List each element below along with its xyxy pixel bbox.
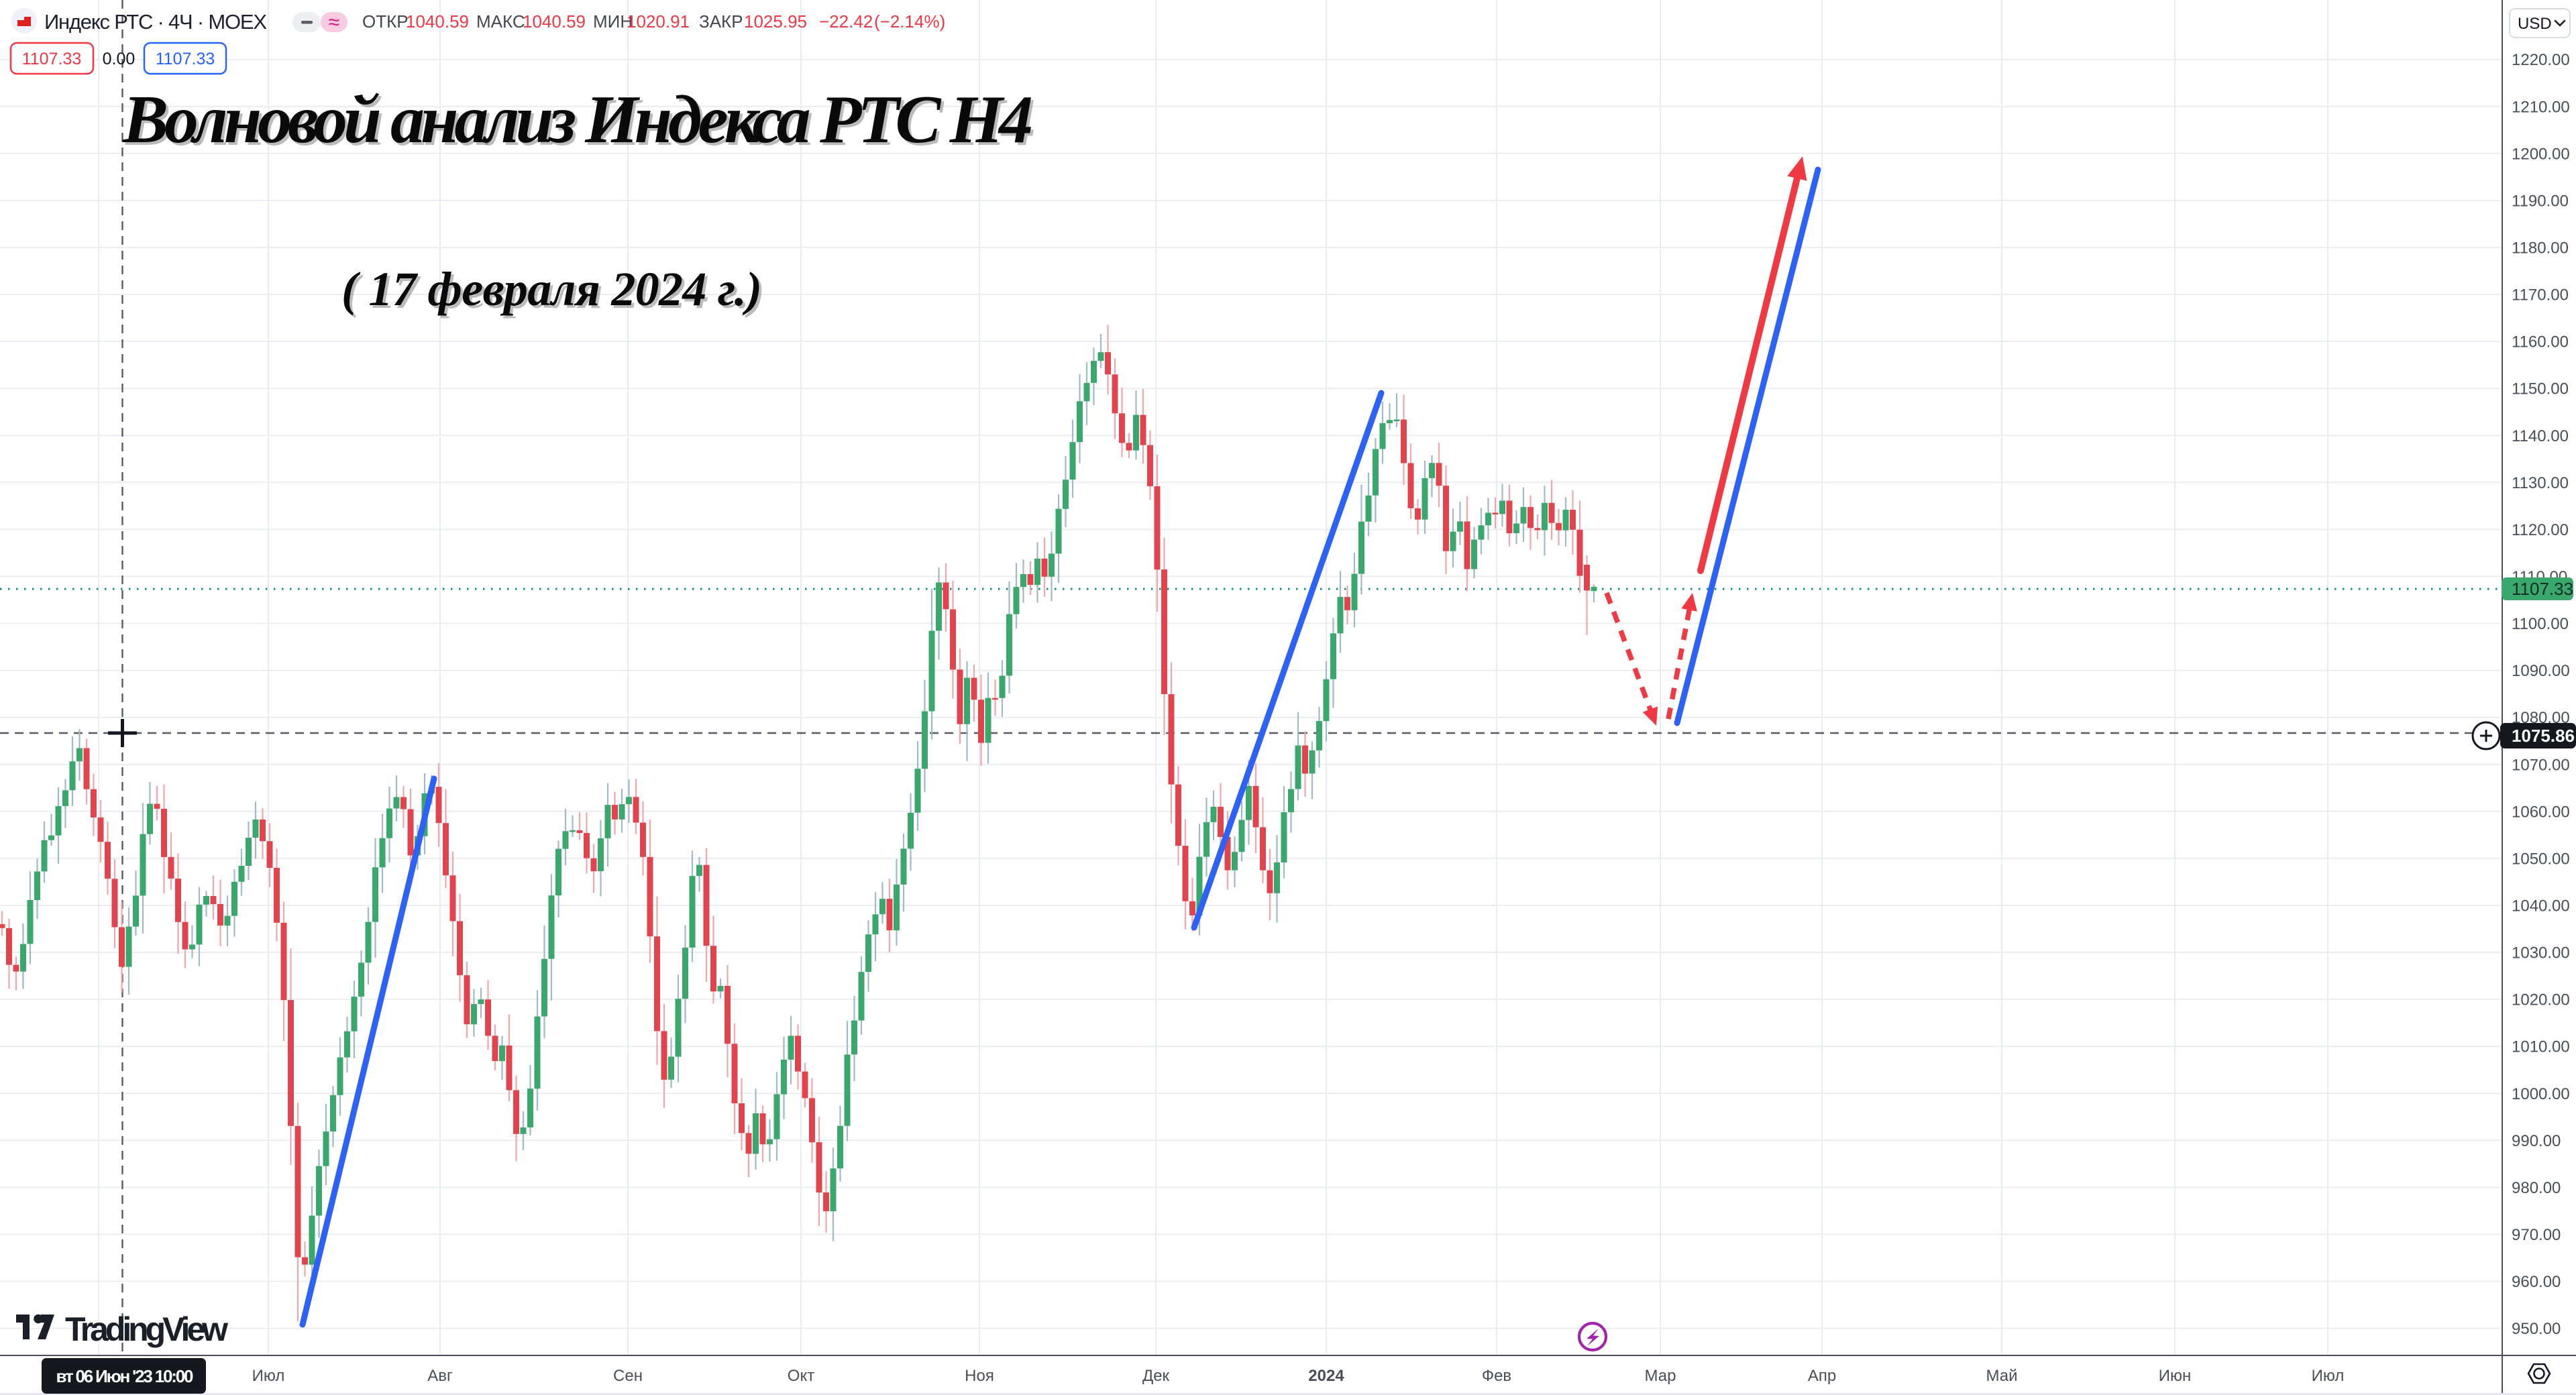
svg-text:990.00: 990.00 — [2512, 1132, 2561, 1150]
svg-text:TradingView: TradingView — [65, 1310, 228, 1348]
svg-text:(−2.14%): (−2.14%) — [874, 11, 945, 32]
svg-text:1025.95: 1025.95 — [744, 11, 807, 32]
svg-text:Волновой анализ Индекса РТС Н4: Волновой анализ Индекса РТС Н4 — [125, 85, 1036, 160]
svg-text:1150.00: 1150.00 — [2512, 380, 2569, 398]
svg-text:Май: Май — [1986, 1367, 2017, 1385]
svg-text:1090.00: 1090.00 — [2512, 662, 2570, 680]
svg-text:ОТКР: ОТКР — [362, 11, 409, 32]
svg-text:1140.00: 1140.00 — [2512, 427, 2569, 445]
svg-text:Фев: Фев — [1482, 1367, 1511, 1385]
svg-text:1120.00: 1120.00 — [2512, 521, 2569, 539]
svg-text:Ноя: Ноя — [965, 1367, 994, 1385]
svg-text:Июл: Июл — [2312, 1367, 2345, 1385]
svg-text:1107.33: 1107.33 — [2512, 579, 2573, 599]
svg-text:Июл: Июл — [252, 1367, 285, 1385]
svg-text:1107.33: 1107.33 — [156, 50, 215, 68]
svg-text:1160.00: 1160.00 — [2512, 333, 2569, 351]
svg-text:Апр: Апр — [1808, 1367, 1836, 1385]
svg-text:1040.00: 1040.00 — [2512, 897, 2570, 915]
svg-text:МАКС: МАКС — [476, 11, 525, 32]
svg-text:1070.00: 1070.00 — [2512, 756, 2570, 774]
svg-text:Индекс РТС · 4Ч · MOEX: Индекс РТС · 4Ч · MOEX — [44, 10, 267, 34]
svg-text:−22.42: −22.42 — [819, 11, 873, 32]
svg-text:1130.00: 1130.00 — [2512, 474, 2569, 492]
svg-text:2024: 2024 — [1308, 1367, 1344, 1385]
svg-text:1220.00: 1220.00 — [2512, 51, 2570, 69]
svg-text:Волновой анализ Индекса РТС Н4: Волновой анализ Индекса РТС Н4 — [122, 82, 1033, 158]
svg-text:Окт: Окт — [788, 1367, 814, 1385]
svg-text:Сен: Сен — [613, 1367, 643, 1385]
svg-text:МИН: МИН — [593, 11, 633, 32]
svg-text:1040.59: 1040.59 — [406, 11, 469, 32]
svg-text:1107.33: 1107.33 — [22, 50, 82, 68]
svg-text:Июн: Июн — [2159, 1367, 2192, 1385]
svg-text:0.00: 0.00 — [103, 50, 136, 68]
svg-text:USD: USD — [2518, 15, 2552, 33]
svg-text:1100.00: 1100.00 — [2512, 615, 2569, 633]
svg-text:1040.59: 1040.59 — [523, 11, 586, 32]
svg-text:1210.00: 1210.00 — [2512, 98, 2570, 116]
svg-text:1010.00: 1010.00 — [2512, 1038, 2570, 1056]
svg-text:1020.00: 1020.00 — [2512, 991, 2570, 1009]
svg-text:960.00: 960.00 — [2512, 1273, 2561, 1291]
svg-text:1200.00: 1200.00 — [2512, 145, 2570, 163]
svg-text:≈: ≈ — [329, 11, 339, 34]
svg-text:Авг: Авг — [427, 1367, 453, 1385]
svg-text:1075.86: 1075.86 — [2512, 726, 2575, 746]
svg-text:1170.00: 1170.00 — [2512, 286, 2569, 304]
svg-text:1050.00: 1050.00 — [2512, 850, 2570, 868]
svg-text:1060.00: 1060.00 — [2512, 803, 2570, 821]
svg-text:970.00: 970.00 — [2512, 1226, 2561, 1244]
svg-text:1030.00: 1030.00 — [2512, 944, 2570, 962]
svg-text:Дек: Дек — [1142, 1367, 1170, 1385]
svg-text:980.00: 980.00 — [2512, 1179, 2561, 1197]
svg-text:1190.00: 1190.00 — [2512, 192, 2569, 210]
svg-text:950.00: 950.00 — [2512, 1320, 2561, 1338]
svg-text:( 17 февраля 2024 г.): ( 17 февраля 2024 г.) — [344, 265, 765, 319]
svg-text:вт 06 Июн '23 10:00: вт 06 Июн '23 10:00 — [56, 1366, 194, 1386]
svg-text:( 17 февраля 2024 г.): ( 17 февраля 2024 г.) — [341, 262, 762, 316]
svg-text:Мар: Мар — [1645, 1367, 1676, 1385]
svg-text:1020.91: 1020.91 — [627, 11, 690, 32]
svg-text:ЗАКР: ЗАКР — [699, 11, 743, 32]
svg-text:1000.00: 1000.00 — [2512, 1085, 2570, 1103]
svg-text:1180.00: 1180.00 — [2512, 239, 2569, 258]
